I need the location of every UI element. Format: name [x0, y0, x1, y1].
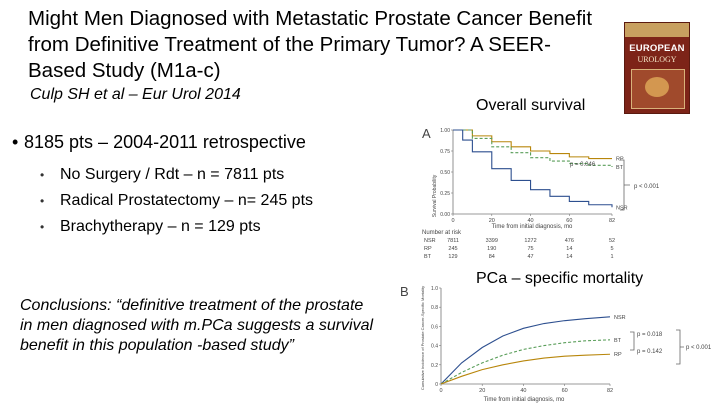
sub-bullet-text: Brachytherapy – n = 129 pts [60, 218, 261, 235]
bullet-icon: • [40, 194, 45, 208]
citation: Culp SH et al – Eur Urol 2014 [30, 86, 241, 103]
series-line-nsr [440, 316, 611, 385]
risk-cell: 3399 [486, 238, 498, 244]
risk-cell: 52 [609, 238, 615, 244]
y-tick-label: 0.00 [440, 212, 450, 218]
y-tick-label: 0.50 [440, 170, 450, 176]
legend-label: RP [614, 352, 622, 358]
x-tick-label: 82 [609, 218, 615, 224]
risk-cell: 245 [448, 246, 457, 252]
journal-name: EUROPEAN [629, 43, 685, 54]
risk-row-label: RP [424, 246, 432, 252]
main-bullet: • 8185 pts – 2004-2011 retrospective [12, 132, 306, 153]
series-line-nsr [453, 129, 613, 208]
y-tick-label: 1.0 [431, 286, 438, 292]
risk-cell: 129 [448, 254, 457, 260]
risk-cell: 84 [489, 254, 495, 260]
x-tick-label: 0 [451, 218, 454, 224]
list-item: • Brachytherapy – n = 129 pts [40, 214, 313, 240]
p-value-annotation: p = 0.142 [637, 349, 663, 355]
risk-table-header: Number at risk [422, 230, 462, 236]
overall-survival-chart: A Survival Probability 0.00 0.25 0.50 0.75 1… [422, 126, 660, 260]
x-tick-label: 40 [520, 388, 526, 394]
risk-cell: 14 [566, 254, 572, 260]
x-tick-label: 20 [489, 218, 495, 224]
panel-label: B [400, 284, 409, 299]
y-axis-label: Cumulative Incidence of Prostate Cancer-… [420, 286, 425, 390]
p-value-annotation: p = 0.018 [637, 332, 663, 338]
journal-cover-image: EUROPEAN UROLOGY [624, 22, 690, 114]
bullet-icon: • [40, 220, 45, 234]
x-axis-label: Time from initial diagnosis, mo [484, 397, 565, 403]
risk-cell: 1272 [524, 238, 536, 244]
specific-mortality-chart: B Cumulative Incidence of Prostate Cance… [400, 284, 712, 403]
y-tick-label: 0.8 [431, 305, 438, 311]
sub-bullet-text: No Surgery / Rdt – n = 7811 pts [60, 166, 285, 183]
risk-row-label: NSR [424, 238, 436, 244]
bullet-icon: • [12, 132, 19, 152]
conclusion-text: Conclusions: “definitive treatment of th… [20, 297, 374, 354]
legend-label: NSR [616, 205, 628, 211]
cover-picture-detail [645, 77, 669, 97]
x-axis-label: Time from initial diagnosis, mo [492, 224, 573, 230]
y-tick-label: 0.2 [431, 363, 438, 369]
y-tick-label: 1.00 [440, 128, 450, 134]
legend-label: BT [614, 338, 622, 344]
x-tick-label: 40 [527, 218, 533, 224]
risk-cell: 190 [487, 246, 496, 252]
risk-cell: 7811 [447, 238, 459, 244]
bracket [620, 159, 630, 211]
risk-cell: 5 [610, 246, 613, 252]
bullet-icon: • [40, 168, 45, 182]
p-value-annotation: p < 0.001 [634, 184, 660, 190]
main-bullet-text: 8185 pts – 2004-2011 retrospective [24, 132, 306, 152]
x-tick-label: 60 [562, 388, 568, 394]
y-tick-label: 0.6 [431, 324, 438, 330]
x-tick-label: 60 [566, 218, 572, 224]
overall-survival-label: Overall survival [476, 97, 586, 114]
risk-cell: 476 [565, 238, 574, 244]
series-line-rp [440, 353, 611, 385]
list-item: • Radical Prostatectomy – n= 245 pts [40, 188, 313, 214]
legend-label: NSR [614, 315, 626, 321]
sub-bullet-list: • No Surgery / Rdt – n = 7811 pts • Radica… [40, 162, 313, 240]
legend-label: RP [616, 157, 624, 163]
journal-subname: UROLOGY [637, 55, 677, 64]
x-tick-label: 82 [607, 388, 613, 394]
risk-row-label: BT [424, 254, 432, 260]
cover-band [625, 23, 689, 37]
list-item: • No Surgery / Rdt – n = 7811 pts [40, 162, 313, 188]
bracket [676, 329, 684, 365]
y-tick-label: 0.25 [440, 191, 450, 197]
p-value-annotation: p = 0.046 [570, 162, 596, 168]
bracket [630, 331, 635, 351]
x-tick-label: 20 [479, 388, 485, 394]
series-line-bt [440, 339, 611, 385]
risk-cell: 1 [610, 254, 613, 260]
p-value-annotation: p < 0.001 [686, 345, 712, 351]
y-axis-label: Survival Probability [432, 174, 438, 217]
y-tick-label: 0.4 [431, 344, 438, 350]
slide-title: Might Men Diagnosed with Metastatic Pros… [28, 7, 593, 82]
sub-bullet-text: Radical Prostatectomy – n= 245 pts [60, 192, 314, 209]
risk-cell: 47 [527, 254, 533, 260]
panel-label: A [422, 126, 431, 141]
series-line-bt [453, 129, 613, 167]
risk-cell: 75 [527, 246, 533, 252]
legend-label: BT [616, 165, 624, 171]
y-tick-label: 0 [435, 382, 438, 388]
x-tick-label: 0 [439, 388, 442, 394]
specific-mortality-label: PCa – specific mortality [476, 270, 644, 287]
y-tick-label: 0.75 [440, 149, 450, 155]
series-line-rp [453, 129, 612, 160]
risk-cell: 14 [566, 246, 572, 252]
